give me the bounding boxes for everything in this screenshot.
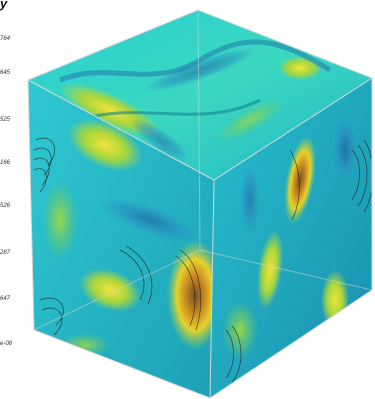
colorbar-tick-label: 647 (0, 296, 11, 302)
colorbar-tick-label: e-08 (0, 341, 13, 347)
cube-top-face (28, 10, 372, 180)
colorbar-tick-label: 166 (0, 160, 11, 166)
colorbar-tick-label: 525 (0, 117, 11, 123)
colorbar-tick-label: 287 (0, 250, 11, 256)
partial-title-glyph: y (0, 0, 8, 11)
colorbar-tick-label: 764 (0, 36, 11, 42)
cube-wireframe (26, 9, 374, 399)
cube-left-face (28, 80, 214, 398)
colorbar-tick-label: 526 (0, 203, 11, 209)
colorbar-tick-label: 645 (0, 70, 11, 76)
